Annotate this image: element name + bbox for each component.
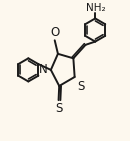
Text: O: O: [50, 26, 59, 39]
Text: S: S: [77, 80, 84, 93]
Text: NH₂: NH₂: [86, 3, 106, 13]
Text: N: N: [39, 63, 48, 76]
Text: S: S: [55, 102, 62, 115]
